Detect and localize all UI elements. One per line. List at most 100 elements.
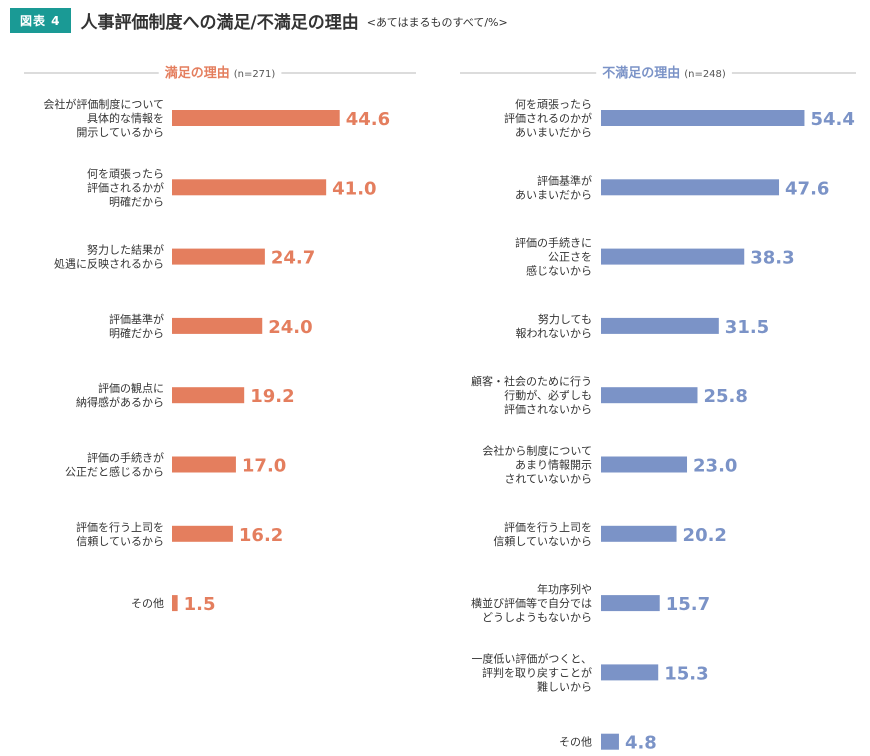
satisfied-category-label: 評価を行う上司を信頼しているから: [76, 520, 164, 548]
satisfied-value-label: 16.2: [239, 525, 283, 546]
satisfied-category-label-line: 明確だから: [109, 194, 164, 208]
satisfied-value-label: 24.0: [268, 317, 312, 338]
dissatisfied-category-label-line: 評判を取り戻すことが: [482, 665, 592, 679]
satisfied-category-label: 努力した結果が処遇に反映されるから: [54, 243, 164, 271]
dissatisfied-bar: [601, 387, 698, 404]
dissatisfied-category-label-line: 顧客・社会のために行う: [471, 374, 592, 388]
satisfied-category-label-line: 評価されるかが: [87, 180, 164, 194]
satisfied-panel-title: 満足の理由 (n=271): [165, 65, 276, 81]
satisfied-category-label-line: 評価を行う上司を: [76, 520, 164, 534]
satisfied-bar: [172, 387, 245, 404]
dissatisfied-category-label-line: 信頼していないから: [493, 535, 592, 548]
dissatisfied-category-label: 一度低い評価がつくと、評判を取り戻すことが難しいから: [471, 651, 592, 693]
figure-title: 人事評価制度への満足/不満足の理由: [80, 12, 359, 33]
satisfied-panel-n: (n=271): [234, 69, 276, 80]
dissatisfied-category-label-line: 報われないから: [516, 327, 592, 340]
satisfied-value-label: 17.0: [242, 456, 286, 477]
dissatisfied-category-label-line: 評価されるのかが: [504, 111, 592, 125]
dissatisfied-category-label: 努力しても報われないから: [516, 312, 592, 340]
dissatisfied-category-label-line: その他: [559, 736, 592, 749]
satisfied-category-label-line: 評価の観点に: [98, 381, 164, 395]
dissatisfied-panel-title: 不満足の理由 (n=248): [602, 65, 726, 81]
dissatisfied-category-label-line: 評価を行う上司を: [504, 520, 592, 534]
dissatisfied-category-label-line: あいまいだから: [515, 126, 592, 139]
dissatisfied-category-label-line: 会社から制度について: [482, 444, 592, 458]
dissatisfied-panel-n: (n=248): [684, 69, 726, 80]
satisfied-value-label: 24.7: [271, 248, 315, 269]
satisfied-category-label-line: 信頼しているから: [76, 535, 164, 548]
satisfied-category-label: 評価の手続きが公正だと感じるから: [65, 451, 164, 479]
dissatisfied-value-label: 4.8: [625, 733, 657, 754]
satisfied-category-label-line: その他: [131, 597, 164, 610]
satisfied-category-label-line: 具体的な情報を: [87, 111, 164, 125]
dissatisfied-category-label: 何を頑張ったら評価されるのかがあいまいだから: [504, 98, 592, 139]
dissatisfied-bar: [601, 664, 659, 681]
dissatisfied-category-label-line: 評価基準が: [537, 173, 592, 187]
satisfied-value-label: 1.5: [184, 594, 216, 615]
dissatisfied-category-label: その他: [559, 736, 592, 749]
satisfied-bar: [172, 595, 178, 612]
dissatisfied-category-label-line: 一度低い評価がつくと、: [471, 651, 592, 665]
satisfied-bar: [172, 110, 340, 126]
dissatisfied-value-label: 31.5: [725, 317, 769, 338]
dissatisfied-bar: [601, 179, 780, 196]
dissatisfied-category-label-line: 評価されないから: [504, 402, 592, 416]
satisfied-category-label-line: 評価基準が: [109, 312, 164, 326]
satisfied-bar: [172, 248, 265, 265]
figure-note: <あてはまるものすべて/%>: [366, 15, 508, 29]
satisfied-category-label-line: 納得感があるから: [76, 395, 164, 409]
dissatisfied-category-label-line: 評価の手続きに: [515, 236, 592, 250]
dissatisfied-bar: [601, 317, 719, 334]
satisfied-value-label: 19.2: [250, 386, 294, 407]
dissatisfied-category-label-line: あまり情報開示: [515, 459, 592, 472]
dissatisfied-category-label-line: 何を頑張ったら: [515, 98, 592, 111]
dissatisfied-category-label: 顧客・社会のために行う行動が、必ずしも評価されないから: [471, 374, 592, 416]
satisfied-category-label: 何を頑張ったら評価されるかが明確だから: [87, 167, 164, 208]
satisfied-bar: [172, 456, 236, 473]
dissatisfied-value-label: 47.6: [785, 178, 829, 199]
satisfied-category-label: 評価基準が明確だから: [109, 312, 164, 340]
satisfied-category-label-line: 公正だと感じるから: [65, 466, 164, 479]
dissatisfied-category-label-line: 努力しても: [538, 312, 592, 326]
dissatisfied-category-label-line: 年功序列や: [537, 582, 592, 596]
satisfied-category-label: その他: [131, 597, 164, 610]
dissatisfied-category-label-line: あいまいだから: [515, 188, 592, 201]
dissatisfied-value-label: 15.7: [666, 594, 710, 615]
dissatisfied-category-label-line: 感じないから: [526, 265, 592, 278]
dissatisfied-category-label-line: どうしようもないから: [482, 611, 592, 624]
satisfied-category-label-line: 明確だから: [109, 326, 164, 340]
dissatisfied-value-label: 38.3: [750, 248, 794, 269]
dissatisfied-category-label: 会社から制度についてあまり情報開示されていないから: [482, 444, 592, 486]
dissatisfied-value-label: 23.0: [693, 456, 737, 477]
dissatisfied-bar: [601, 456, 688, 473]
dissatisfied-category-label-line: 行動が、必ずしも: [504, 388, 592, 402]
satisfied-category-label-line: 開示しているから: [76, 126, 164, 139]
dissatisfied-panel-title-text: 不満足の理由: [602, 65, 680, 81]
satisfied-bar: [172, 525, 233, 542]
dissatisfied-value-label: 20.2: [683, 525, 727, 546]
dissatisfied-bar: [601, 525, 677, 542]
satisfied-category-label: 評価の観点に納得感があるから: [76, 381, 164, 409]
satisfied-bar: [172, 317, 263, 334]
satisfied-value-label: 44.6: [346, 109, 390, 130]
dissatisfied-bar: [601, 595, 660, 612]
satisfied-category-label-line: 何を頑張ったら: [87, 167, 164, 180]
dissatisfied-value-label: 54.4: [810, 109, 854, 130]
figure-badge: 図表 4: [10, 7, 71, 33]
dissatisfied-category-label-line: されていないから: [504, 473, 592, 486]
satisfied-panel: 満足の理由 (n=271) 会社が評価制度について具体的な情報を開示しているから 44…: [24, 65, 416, 615]
dissatisfied-category-label-line: 難しいから: [537, 680, 592, 693]
dissatisfied-panel: 不満足の理由 (n=248) 何を頑張ったら評価されるのかがあいまいだから 54.4 評…: [460, 65, 856, 754]
dissatisfied-category-label: 評価基準があいまいだから: [515, 173, 592, 201]
satisfied-value-label: 41.0: [332, 178, 376, 199]
satisfied-category-label-line: 処遇に反映されるから: [54, 258, 164, 271]
figure-header: 図表 4 人事評価制度への満足/不満足の理由 <あてはまるものすべて/%>: [10, 6, 508, 34]
satisfied-category-label: 会社が評価制度について具体的な情報を開示しているから: [43, 97, 164, 139]
dissatisfied-category-label: 年功序列や横並び評価等で自分ではどうしようもないから: [471, 582, 592, 624]
dissatisfied-category-label-line: 横並び評価等で自分では: [471, 596, 592, 610]
dissatisfied-bar: [601, 248, 745, 265]
dissatisfied-category-label: 評価の手続きに公正さを感じないから: [515, 236, 592, 278]
satisfied-category-label-line: 会社が評価制度について: [43, 97, 164, 111]
dissatisfied-category-label: 評価を行う上司を信頼していないから: [493, 520, 592, 548]
